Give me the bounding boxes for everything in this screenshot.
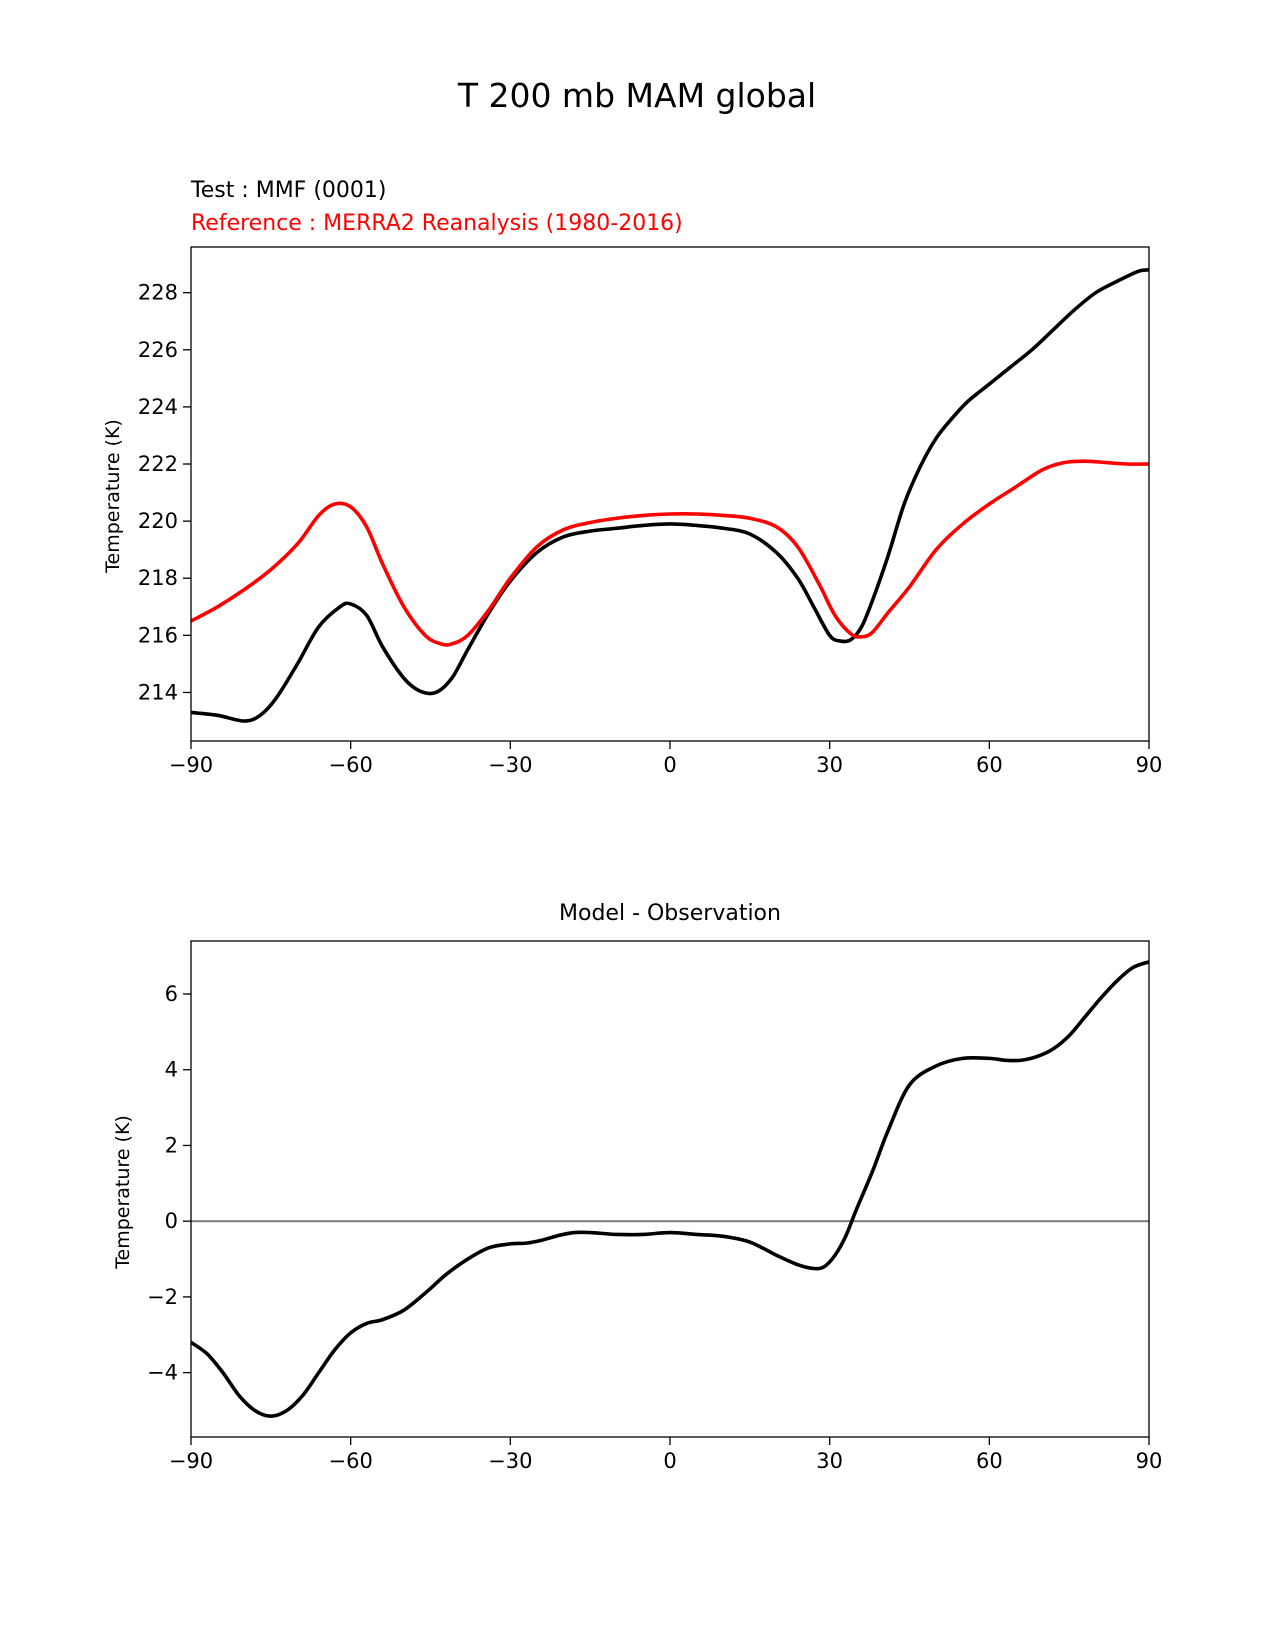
y-tick-label: 0 — [165, 1209, 178, 1233]
x-tick-label: −90 — [169, 1449, 213, 1473]
x-tick-label: −30 — [488, 1449, 532, 1473]
series-line-test — [191, 268, 1149, 723]
top-y-axis-label: Temperature (K) — [102, 419, 124, 574]
series-line-reference — [191, 459, 1149, 647]
y-tick-label: 2 — [165, 1133, 178, 1157]
figure-suptitle: T 200 mb MAM global — [457, 76, 816, 115]
bottom-y-axis-label: Temperature (K) — [112, 1115, 134, 1270]
x-tick-label: 60 — [976, 1449, 1003, 1473]
x-tick-label: −60 — [329, 753, 373, 777]
y-tick-label: −4 — [147, 1361, 178, 1385]
y-tick-label: 220 — [138, 509, 178, 533]
x-tick-label: 90 — [1136, 1449, 1163, 1473]
y-tick-label: 228 — [138, 281, 178, 305]
x-tick-label: −30 — [488, 753, 532, 777]
top-plot-area: −90 −60 −30 0 30 60 90 214 216 218 220 222 224 226 228 — [138, 246, 1163, 777]
y-tick-label: −2 — [147, 1285, 178, 1309]
series-line-test — [191, 960, 1149, 1418]
top-reference-title: Reference : MERRA2 Reanalysis (1980-2016… — [191, 211, 683, 236]
y-tick-label: 216 — [138, 623, 178, 647]
y-tick-label: 6 — [165, 982, 178, 1006]
x-tick-label: −60 — [329, 1449, 373, 1473]
x-tick-label: 60 — [976, 753, 1003, 777]
x-tick-label: 30 — [816, 753, 843, 777]
top-test-title: Test : MMF (0001) — [190, 178, 387, 203]
y-tick-label: 224 — [138, 395, 178, 419]
x-tick-label: −90 — [169, 753, 213, 777]
y-tick-label: 4 — [165, 1058, 178, 1082]
bottom-panel: Model - Observation Temperature (K) −90−… — [112, 901, 1162, 1473]
bottom-plot-area: −90 −60 −30 0 30 60 90 −4 −2 0 2 4 6 — [147, 940, 1163, 1473]
bottom-panel-title: Model - Observation — [559, 901, 781, 926]
x-tick-label: 90 — [1136, 753, 1163, 777]
y-tick-label: 218 — [138, 566, 178, 590]
x-tick-label: 0 — [663, 753, 676, 777]
y-tick-label: 226 — [138, 338, 178, 362]
x-tick-label: 0 — [663, 1449, 676, 1473]
y-tick-label: 214 — [138, 680, 178, 704]
x-tick-label: 30 — [816, 1449, 843, 1473]
y-tick-label: 222 — [138, 452, 178, 476]
top-panel: Test : MMF (0001) Reference : MERRA2 Rea… — [102, 178, 1162, 777]
